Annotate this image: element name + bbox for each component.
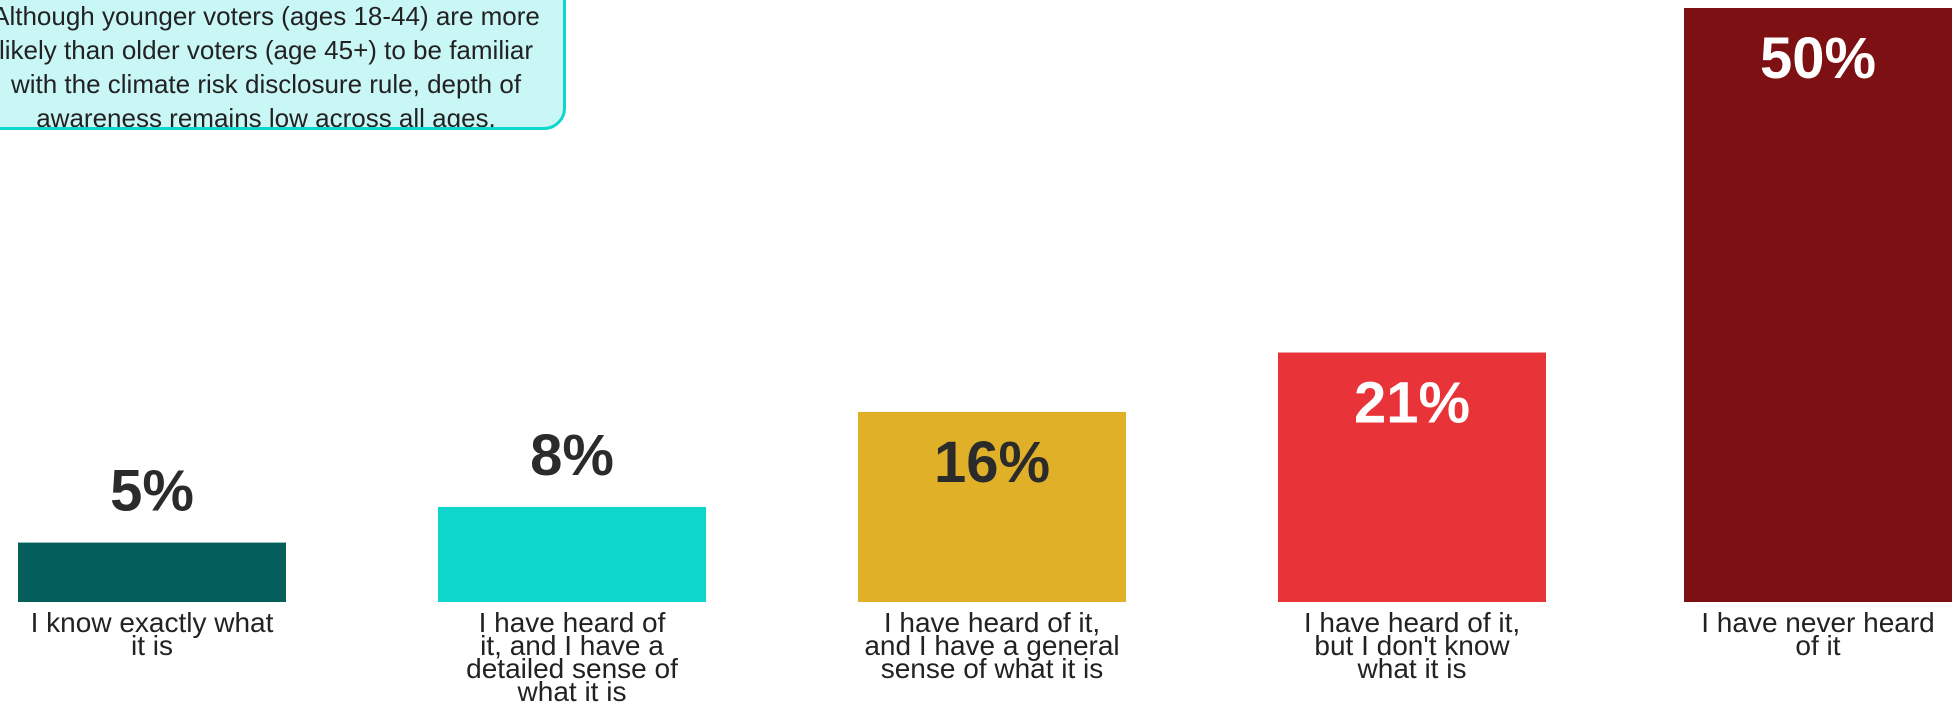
category-label-line: I have heard of [479,607,666,638]
category-label-line: it, and I have a [480,630,664,661]
category-label-4: I have heard of it, but I don't know what … [1304,607,1520,684]
bar-1 [18,542,286,602]
value-label-4: 21% [1354,371,1470,436]
category-label-line: what it is [517,676,627,707]
bar-4 [1278,352,1546,602]
category-label-line: and I have a general [864,630,1119,661]
value-label-1: 5% [110,459,194,524]
value-label-5: 50% [1760,26,1876,91]
category-label-1: I know exactly what it is [31,607,274,661]
category-label-line: detailed sense of [466,653,678,684]
bar-2 [438,506,706,602]
callout-text: Although younger voters (ages 18-44) are… [0,1,540,130]
category-label-line: what it is [1357,653,1467,684]
category-label-line: I have never heard [1701,607,1935,638]
bar-3 [858,411,1126,602]
bar-5 [1684,8,1952,602]
category-label-line: I have heard of it, [884,607,1100,638]
category-label-line: I know exactly what [31,607,274,638]
category-label-line: of it [1795,630,1840,661]
value-label-3: 16% [934,430,1050,495]
value-label-2: 8% [530,423,614,488]
callout-box: Although younger voters (ages 18-44) are… [0,0,566,130]
category-label-line: it is [131,630,173,661]
category-label-line: I have heard of it, [1304,607,1520,638]
category-label-2: I have heard of it, and I have a detailed … [466,607,678,707]
category-label-3: I have heard of it, and I have a general s… [864,607,1119,684]
category-label-line: sense of what it is [881,653,1104,684]
category-label-line: but I don't know [1314,630,1510,661]
category-label-5: I have never heard of it [1701,607,1935,661]
